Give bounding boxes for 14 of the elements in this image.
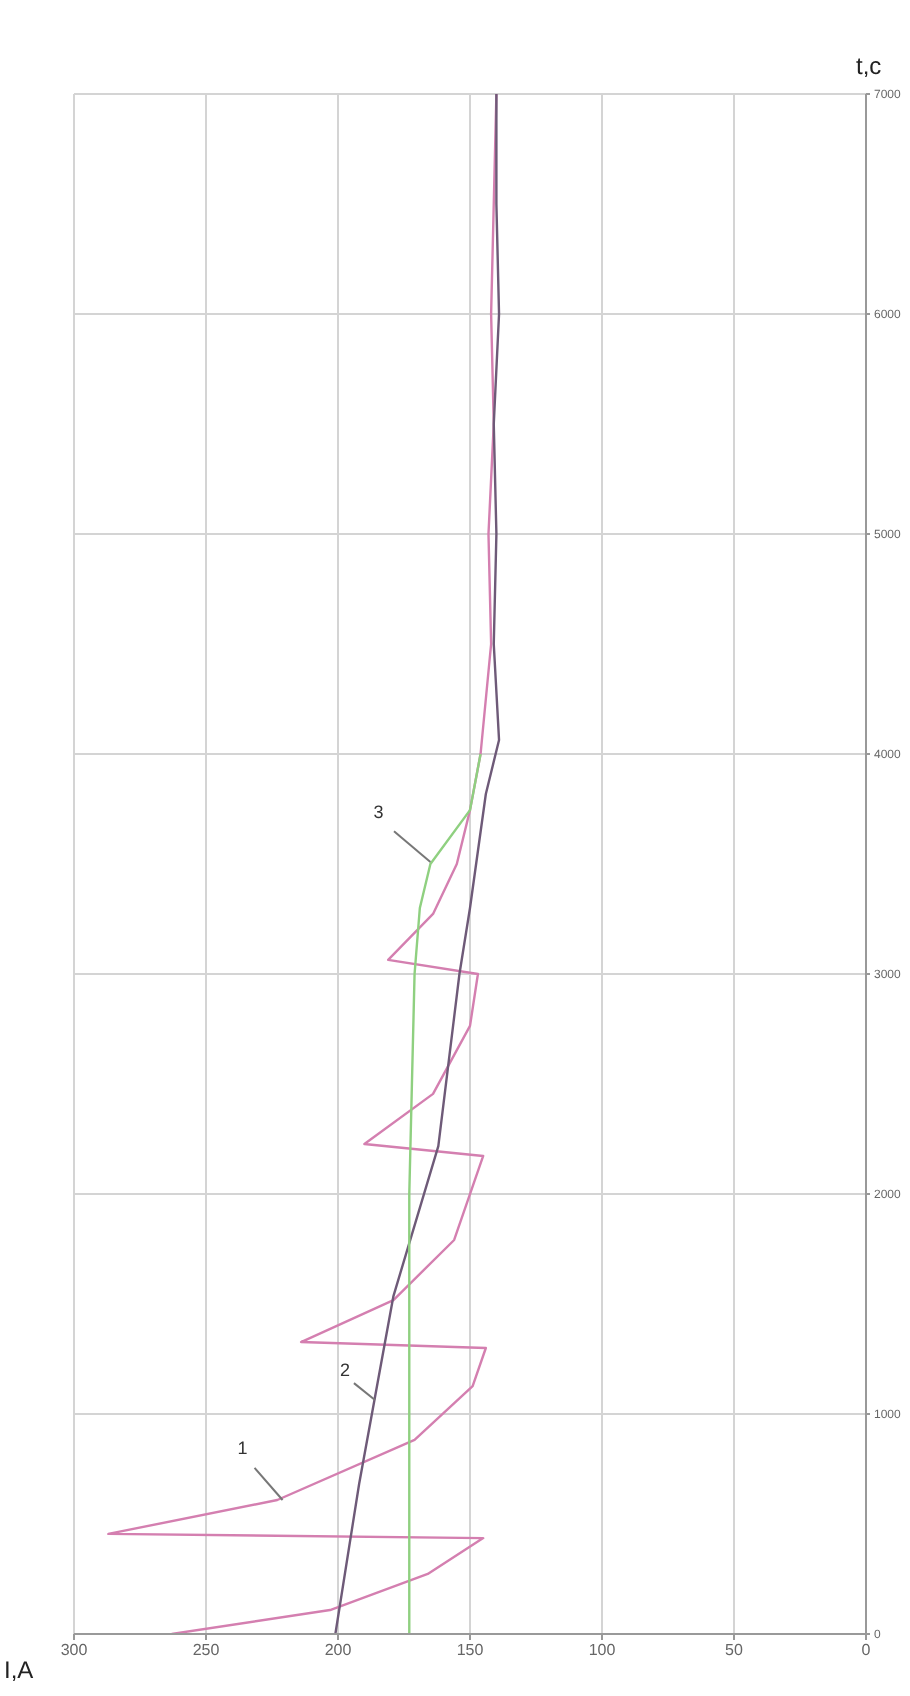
x-tick-label: 0 — [861, 1641, 872, 1660]
line-series — [334, 94, 501, 1634]
x-tick-label: 300 — [60, 1641, 89, 1660]
line-series — [408, 752, 482, 1634]
x-tick-label: 200 — [324, 1641, 353, 1660]
y-axis-title: t,c — [856, 52, 882, 80]
x-axis-title: I,A — [4, 1656, 34, 1684]
x-tick-label: 50 — [725, 1641, 744, 1660]
x-tick-label: 250 — [192, 1641, 221, 1660]
x-tick-label: 100 — [588, 1641, 617, 1660]
annotation: 2 — [339, 1359, 350, 1380]
annotation: 1 — [237, 1438, 248, 1459]
x-tick-label: 150 — [456, 1641, 485, 1660]
annotation: 3 — [373, 802, 384, 823]
